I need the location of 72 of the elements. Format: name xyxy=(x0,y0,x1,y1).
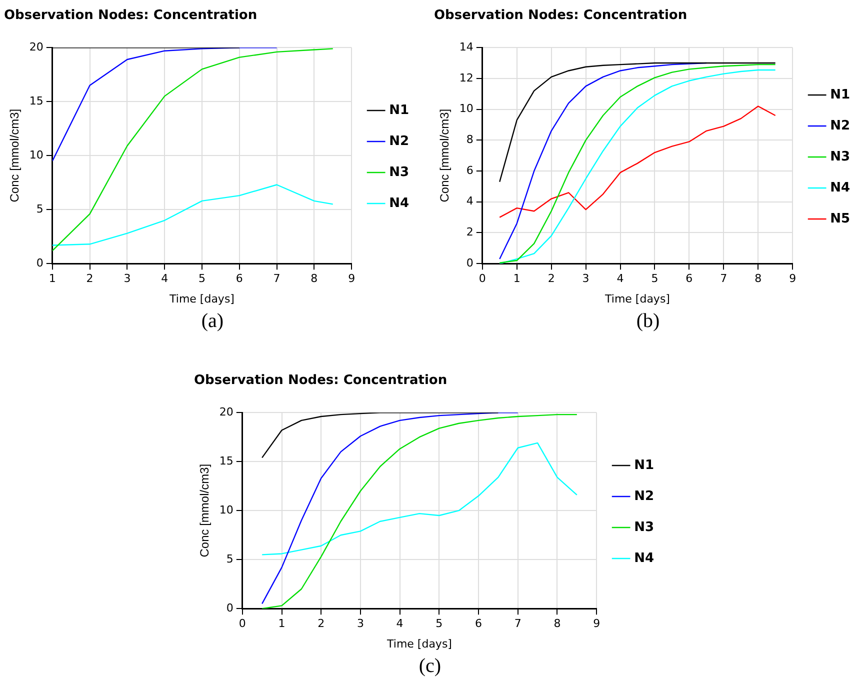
text: (c) xyxy=(418,655,442,678)
x-axis-title: Time [days] xyxy=(604,292,670,306)
y-tick-label: 4 xyxy=(466,194,474,208)
x-tick-label: 6 xyxy=(686,272,693,286)
legend-label: N2 xyxy=(830,118,850,134)
text: (a) xyxy=(200,310,225,333)
y-tick-label: 5 xyxy=(36,202,44,216)
x-tick-label: 2 xyxy=(318,617,325,630)
y-tick-label: 12 xyxy=(459,71,474,84)
legend-label: N4 xyxy=(389,196,410,211)
y-tick-label: 15 xyxy=(219,454,234,468)
legend-label: N5 xyxy=(830,211,850,226)
chart-title: Observation Nodes: Concentration xyxy=(194,373,448,388)
legend-label: N4 xyxy=(634,550,654,566)
x-tick-label: 3 xyxy=(356,617,364,630)
x-tick-label: 3 xyxy=(124,272,131,286)
x-tick-label: 1 xyxy=(48,272,56,286)
x-tick-label: 3 xyxy=(582,272,590,286)
x-tick-label: 0 xyxy=(478,272,486,286)
x-tick-label: 9 xyxy=(593,617,600,630)
x-tick-label: 8 xyxy=(554,617,561,630)
x-tick-label: 6 xyxy=(475,617,482,630)
x-tick-label: 5 xyxy=(198,272,206,286)
x-tick-label: 4 xyxy=(396,617,404,630)
chart-title: Observation Nodes: Concentration xyxy=(4,8,258,24)
y-tick-label: 10 xyxy=(29,148,44,162)
x-tick-label: 7 xyxy=(514,617,522,630)
x-axis-title: Time [days] xyxy=(168,292,234,306)
text: (b) xyxy=(635,310,661,333)
legend-label: N2 xyxy=(389,134,410,149)
legend-label: N3 xyxy=(634,520,654,535)
y-tick-label: 20 xyxy=(219,405,234,418)
y-axis-title: Conc [mmol/cm3] xyxy=(438,108,452,202)
y-tick-label: 10 xyxy=(219,503,234,516)
y-tick-label: 2 xyxy=(466,226,474,239)
y-tick-label: 0 xyxy=(466,256,474,270)
x-tick-label: 1 xyxy=(513,272,520,286)
x-tick-label: 8 xyxy=(754,272,762,286)
x-tick-label: 7 xyxy=(720,272,728,286)
x-tick-label: 4 xyxy=(616,272,624,286)
x-tick-label: 7 xyxy=(273,272,280,286)
y-axis-title: Conc [mmol/cm3] xyxy=(8,108,22,202)
legend-label: N1 xyxy=(830,87,850,102)
y-tick-label: 6 xyxy=(466,164,474,177)
y-tick-label: 20 xyxy=(29,40,44,54)
x-tick-label: 8 xyxy=(310,272,318,286)
x-tick-label: 9 xyxy=(348,272,356,286)
x-tick-label: 1 xyxy=(278,617,286,630)
y-tick-label: 5 xyxy=(226,552,234,566)
x-tick-label: 2 xyxy=(548,272,555,286)
chart-title: Observation Nodes: Concentration xyxy=(434,8,688,24)
y-tick-label: 0 xyxy=(226,601,234,614)
x-tick-label: 5 xyxy=(651,272,658,286)
x-tick-label: 6 xyxy=(236,272,243,286)
legend-label: N1 xyxy=(389,102,410,118)
legend-label: N3 xyxy=(389,164,410,180)
y-tick-label: 14 xyxy=(459,40,474,54)
y-tick-label: 10 xyxy=(459,102,474,116)
y-tick-label: 8 xyxy=(466,133,474,146)
y-tick-label: 15 xyxy=(29,94,44,108)
x-tick-label: 9 xyxy=(789,272,796,286)
x-tick-label: 4 xyxy=(161,272,168,286)
legend-label: N4 xyxy=(830,180,850,196)
y-tick-label: 0 xyxy=(36,256,44,270)
x-axis-title: Time [days] xyxy=(386,637,452,650)
x-tick-label: 2 xyxy=(86,272,94,286)
y-axis-title: Conc [mmol/cm3] xyxy=(198,464,212,558)
x-tick-label: 5 xyxy=(436,617,443,630)
legend-label: N2 xyxy=(634,488,654,504)
legend-label: N1 xyxy=(634,458,654,473)
x-tick-label: 0 xyxy=(238,617,246,630)
legend-label: N3 xyxy=(830,149,850,164)
